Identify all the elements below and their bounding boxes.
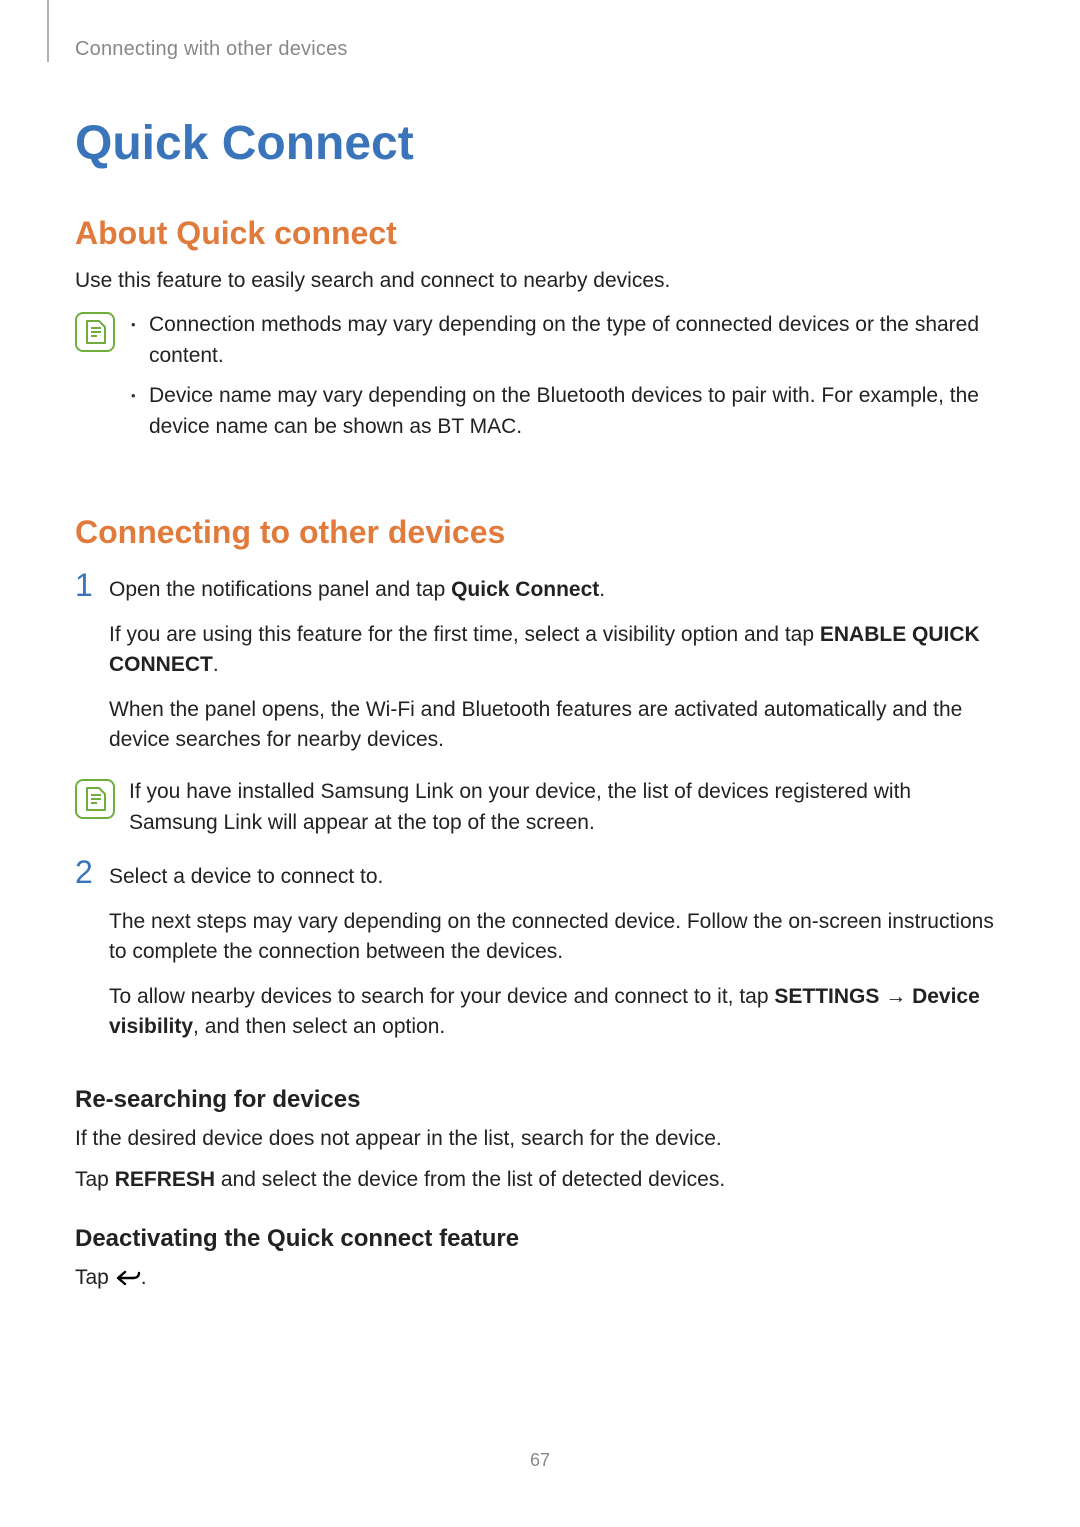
about-intro: Use this feature to easily search and co… — [75, 266, 1005, 296]
note-content: If you have installed Samsung Link on yo… — [129, 777, 1005, 838]
subheading-deactivating: Deactivating the Quick connect feature — [75, 1225, 1005, 1253]
text: , and then select an option. — [193, 1015, 445, 1038]
step1-p3: When the panel opens, the Wi-Fi and Blue… — [109, 695, 1005, 756]
step-2: 2 Select a device to connect to. The nex… — [75, 856, 1005, 1056]
step-content: Select a device to connect to. The next … — [109, 856, 1005, 1056]
step1-p2: If you are using this feature for the fi… — [109, 620, 1005, 681]
resear-p2: Tap REFRESH and select the device from t… — [75, 1165, 1005, 1195]
deact-p1: Tap . — [75, 1263, 1005, 1296]
bullet-dot: • — [129, 310, 149, 371]
step2-lead: Select a device to connect to. — [109, 862, 1005, 892]
step2-p2: The next steps may vary depending on the… — [109, 907, 1005, 968]
text: Tap — [75, 1168, 115, 1191]
page-content: Connecting with other devices Quick Conn… — [0, 0, 1080, 1297]
note-bullet-item: • Connection methods may vary depending … — [129, 310, 1005, 371]
back-icon — [115, 1266, 141, 1296]
bullet-dot: • — [129, 381, 149, 442]
step-1: 1 Open the notifications panel and tap Q… — [75, 569, 1005, 769]
step-content: Open the notifications panel and tap Qui… — [109, 569, 1005, 769]
section-heading-connecting: Connecting to other devices — [75, 514, 1005, 551]
text: If you are using this feature for the fi… — [109, 623, 820, 646]
page-title: Quick Connect — [75, 116, 1005, 171]
text: . — [141, 1266, 147, 1289]
step2-p3: To allow nearby devices to search for yo… — [109, 982, 1005, 1043]
bold-text: REFRESH — [115, 1168, 215, 1191]
page-number: 67 — [0, 1450, 1080, 1471]
note-bullet-item: • Device name may vary depending on the … — [129, 381, 1005, 442]
note-icon-wrap — [75, 779, 115, 819]
note-block: • Connection methods may vary depending … — [75, 310, 1005, 452]
note-bullet-text: Device name may vary depending on the Bl… — [149, 381, 1005, 442]
subheading-researching: Re-searching for devices — [75, 1086, 1005, 1114]
note-icon — [75, 779, 115, 819]
bold-text: SETTINGS — [774, 985, 879, 1008]
step1-lead: Open the notifications panel and tap Qui… — [109, 575, 1005, 605]
note-icon — [75, 312, 115, 352]
step-number: 1 — [75, 569, 109, 769]
step1-note: If you have installed Samsung Link on yo… — [129, 777, 1005, 838]
note-block: If you have installed Samsung Link on yo… — [75, 777, 1005, 838]
text: Open the notifications panel and tap — [109, 578, 451, 601]
header-divider — [47, 0, 49, 62]
text: To allow nearby devices to search for yo… — [109, 985, 774, 1008]
section-heading-about: About Quick connect — [75, 215, 1005, 252]
text: Tap — [75, 1266, 115, 1289]
text: . — [599, 578, 605, 601]
arrow-icon: → — [879, 985, 912, 1008]
text: and select the device from the list of d… — [215, 1168, 725, 1191]
note-bullet-text: Connection methods may vary depending on… — [149, 310, 1005, 371]
note-icon-wrap — [75, 312, 115, 352]
resear-p1: If the desired device does not appear in… — [75, 1124, 1005, 1154]
breadcrumb: Connecting with other devices — [75, 38, 1005, 61]
note-content: • Connection methods may vary depending … — [129, 310, 1005, 452]
text: . — [213, 653, 219, 676]
bold-text: Quick Connect — [451, 578, 599, 601]
step-number: 2 — [75, 856, 109, 1056]
